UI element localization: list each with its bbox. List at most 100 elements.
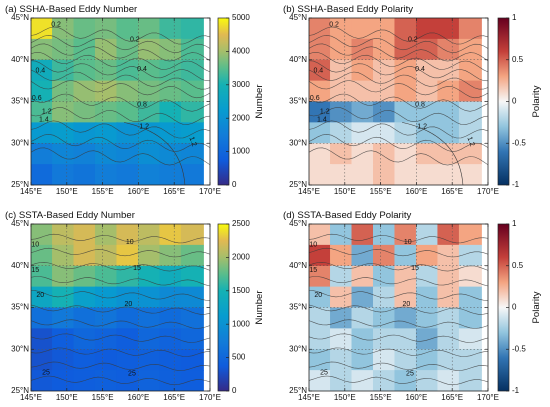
colorbar-label: Number [254,290,265,325]
heat-cell [180,59,204,82]
x-tick-label: 145°E [298,393,320,402]
x-tick-label: 150°E [56,187,78,196]
contour-label: 15 [31,267,39,274]
heat-cell [458,80,482,103]
heat-cell [437,370,461,391]
contour-label: 10 [404,239,412,246]
heat-cell [137,349,161,371]
heat-cell [94,143,118,165]
contour-line [309,375,488,386]
contour-line [31,34,210,54]
heat-cell [437,80,461,103]
heat-cell [394,265,418,288]
contour-label: 0.4 [35,67,45,74]
contour-label: 20 [314,292,322,299]
heat-cell [351,122,375,144]
heat-cell [94,122,118,144]
heat-cell [73,307,97,329]
heat-cell [351,143,375,165]
colorbar-tick-label: -1 [512,386,520,395]
contour-line [309,147,488,166]
heat-cell [415,38,439,61]
heat-cell [372,370,396,391]
contour-label: 1.2 [320,108,330,115]
colorbar-tick-label: 2000 [232,113,250,122]
heat-cell [31,80,54,103]
heat-cell [137,143,161,165]
heat-cell [116,370,140,391]
contour-line [402,122,464,185]
contour-line [31,361,210,371]
contour-line [309,60,488,82]
heat-cell [31,59,54,82]
heat-cell [116,122,140,144]
contour-line [309,133,488,152]
heat-cell [309,59,332,82]
panel-title: (c) SSTA-Based Eddy Number [5,210,136,221]
colorbar-tick-label: 0 [512,97,517,106]
contour-label: 15 [309,267,317,274]
contour-label: 1.2 [139,123,149,130]
colorbar-label: Number [254,84,265,119]
heat-cell [309,143,332,165]
contour-line [31,147,210,166]
contour-line [31,43,210,62]
heat-cell [351,265,375,288]
heat-cell [309,244,332,267]
heat-cell [52,349,76,371]
heat-cell [437,265,461,288]
heat-cell [437,328,461,350]
contour-label: 10 [31,242,39,249]
heat-cell [94,80,118,103]
contour-label: 25 [42,369,50,376]
heat-cell [52,286,76,309]
heat-cell [351,80,375,103]
heat-cell [351,18,375,40]
heat-cell [180,244,204,267]
heat-cell [330,80,354,103]
heat-cell [31,244,54,267]
heat-cell [52,328,76,350]
heat-cell [73,164,97,185]
y-tick-label: 35°N [11,303,29,312]
contour-label: 0.6 [310,95,320,102]
heat-cell [458,224,482,246]
heat-cell [394,370,418,391]
contour-line [309,347,488,357]
heat-cell [73,349,97,371]
heat-cell [458,349,482,371]
heat-cell [394,80,418,103]
heat-cell [437,244,461,267]
heat-cell [180,328,204,350]
heatmap-d [309,224,488,391]
heat-cell [137,38,161,61]
heat-cell [159,370,183,391]
heat-cell [180,122,204,144]
heat-cell [94,244,118,267]
heat-cell [180,265,204,288]
heat-cell [458,244,482,267]
colorbar-tick-label: 1000 [232,147,250,156]
colorbar-tick-label: 1500 [232,286,250,295]
contour-label: 0.4 [415,66,425,73]
contour-lines [31,233,210,386]
heat-cell [415,265,439,288]
heat-cell [137,224,161,246]
contour-line [31,375,210,386]
heat-cell [52,122,76,144]
contour-label: 1.2 [417,123,427,130]
x-tick-label: 165°E [441,187,463,196]
heat-cell [180,370,204,391]
x-tick-label: 160°E [127,187,149,196]
heat-cell [330,265,354,288]
heat-cell [415,349,439,371]
colorbar-tick-label: 3000 [232,80,250,89]
heat-cell [351,224,375,246]
contour-label: 25 [406,370,414,377]
contour-line [309,69,488,90]
heat-cell [52,265,76,288]
heat-cell [309,307,332,329]
heat-cell [180,80,204,103]
heat-cell [116,59,140,82]
